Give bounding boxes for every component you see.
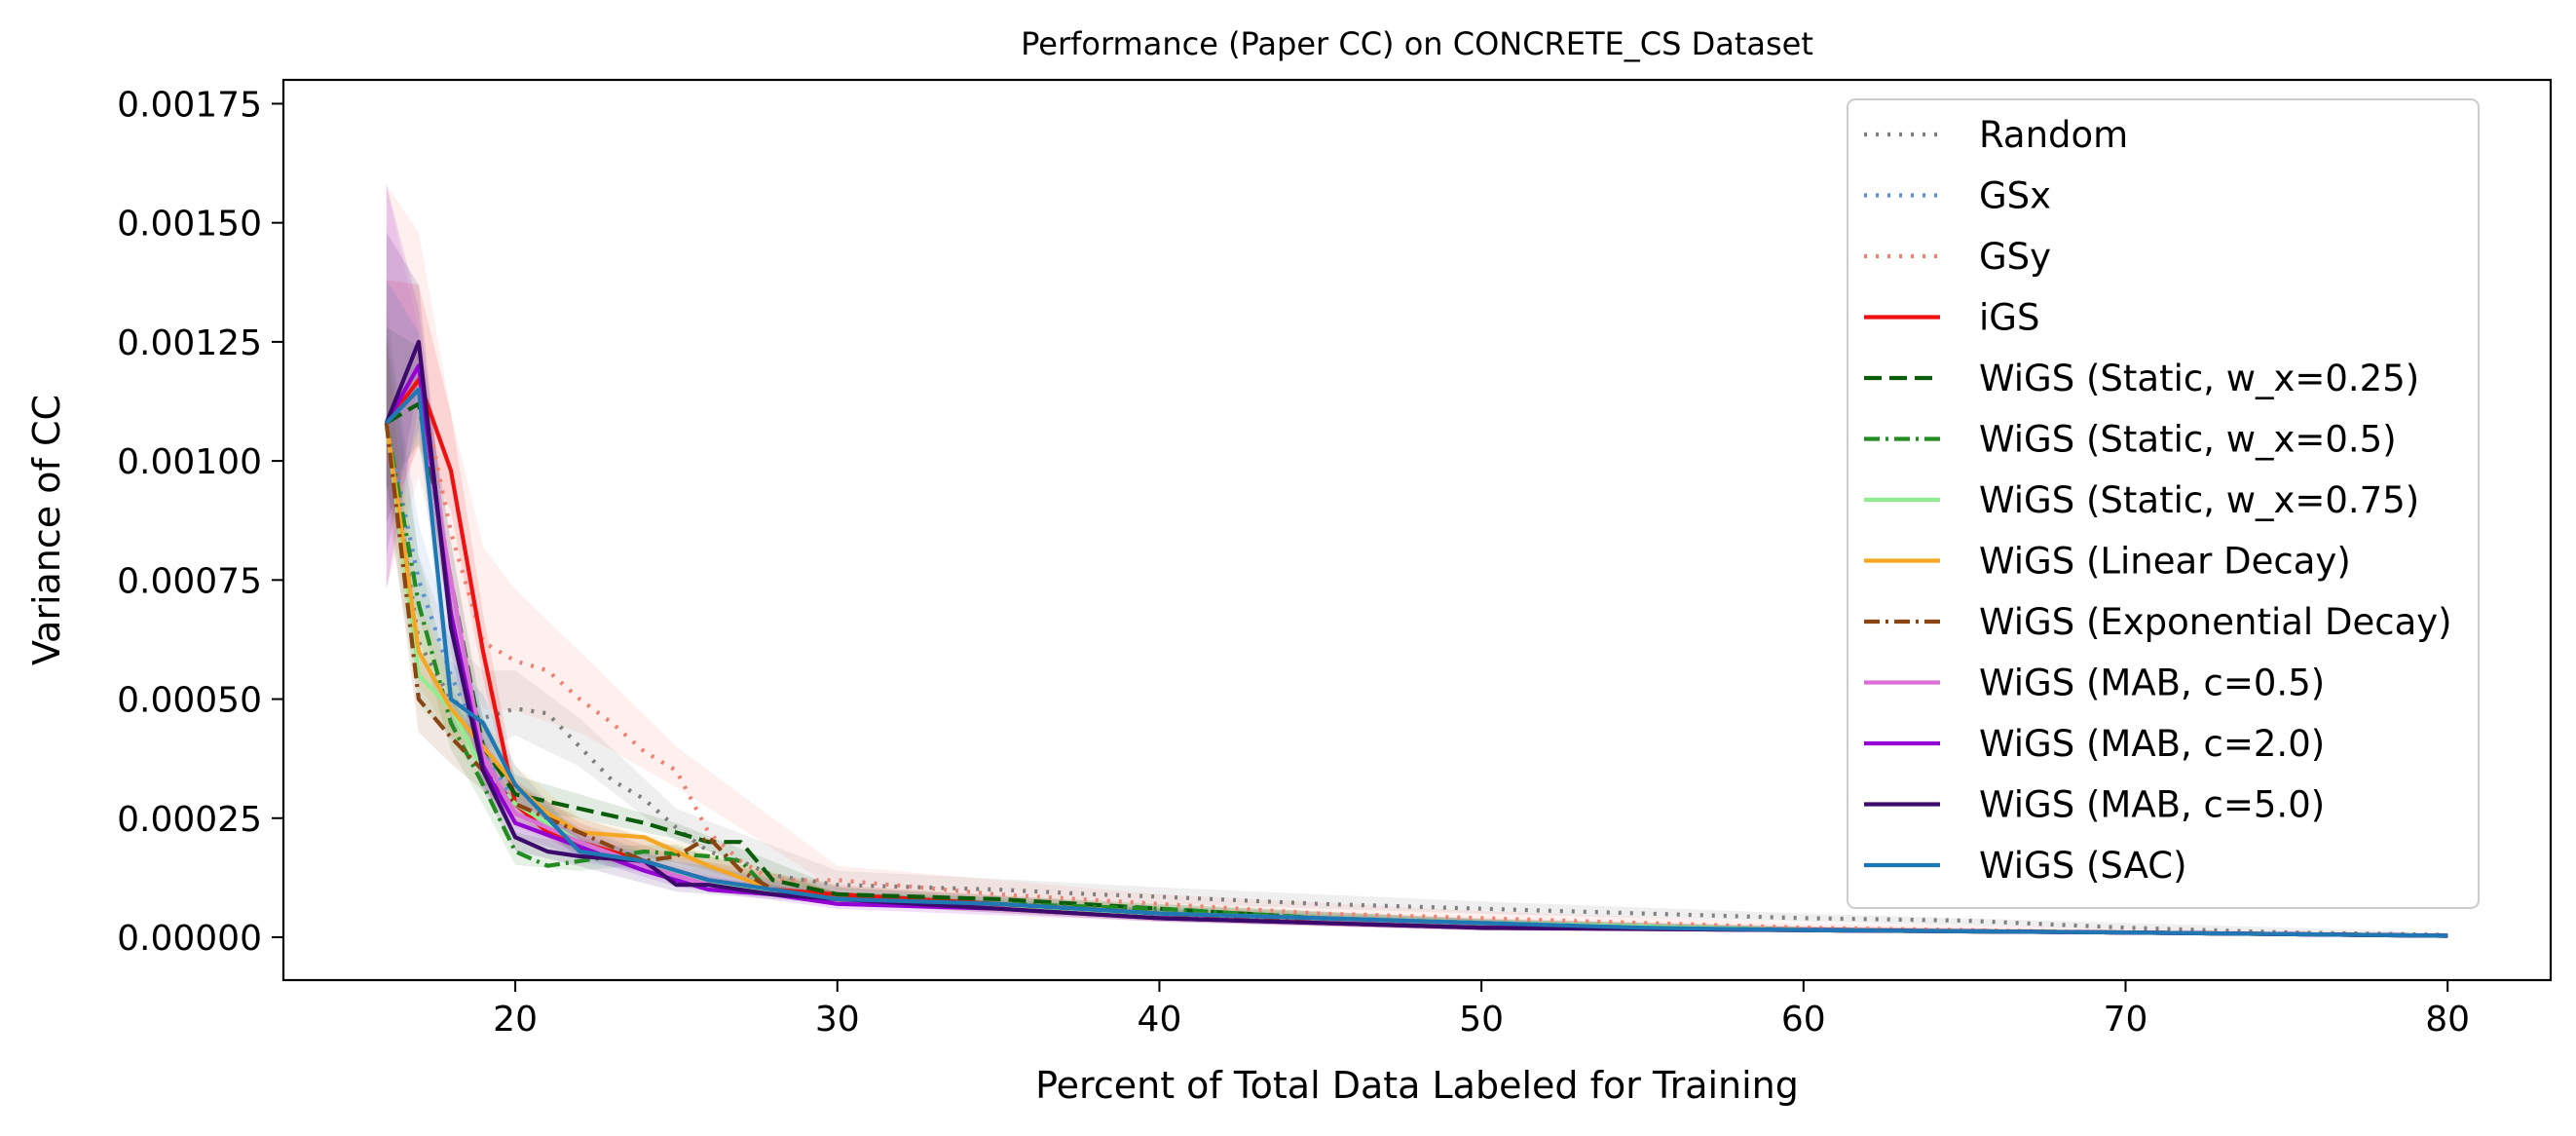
confidence-bands bbox=[386, 184, 2448, 938]
y-tick-label: 0.00075 bbox=[117, 561, 262, 601]
y-axis-label: Variance of CC bbox=[25, 395, 68, 665]
y-tick-label: 0.00100 bbox=[117, 442, 262, 482]
x-tick-label: 80 bbox=[2425, 1000, 2470, 1040]
legend-entry-label: WiGS (MAB, c=0.5) bbox=[1979, 663, 2325, 704]
x-axis-ticks: 20 30 40 50 60 70 80 bbox=[493, 980, 2470, 1040]
series-lines bbox=[384, 339, 2448, 938]
y-tick-label: 0.00000 bbox=[117, 919, 262, 959]
legend-entry-label: WiGS (Static, w_x=0.75) bbox=[1979, 479, 2419, 521]
y-tick-label: 0.00050 bbox=[117, 681, 262, 721]
x-tick-label: 70 bbox=[2104, 1000, 2148, 1040]
legend-entry-label: WiGS (Static, w_x=0.25) bbox=[1979, 358, 2419, 399]
chart-title: Performance (Paper CC) on CONCRETE_CS Da… bbox=[1021, 25, 1813, 62]
x-axis-label: Percent of Total Data Labeled for Traini… bbox=[1035, 1064, 1799, 1107]
y-axis-ticks: 0.00000 0.00025 0.00050 0.00075 0.00100 0.001… bbox=[117, 85, 283, 959]
x-tick-label: 30 bbox=[815, 1000, 860, 1040]
legend-entry-label: WiGS (SAC) bbox=[1979, 845, 2187, 887]
legend-entry-label: WiGS (Linear Decay) bbox=[1979, 541, 2351, 583]
legend-entry-label: iGS bbox=[1979, 297, 2039, 339]
y-tick-label: 0.00175 bbox=[117, 85, 262, 125]
plot-area-frame bbox=[281, 78, 2553, 982]
x-tick-label: 50 bbox=[1459, 1000, 1504, 1040]
series-line-wigs-static-w-x-0-5 bbox=[384, 422, 2448, 938]
x-tick-label: 20 bbox=[493, 1000, 538, 1040]
legend-entry-label: WiGS (MAB, c=5.0) bbox=[1979, 784, 2325, 826]
series-line-gsy bbox=[385, 373, 2448, 938]
x-tick-label: 60 bbox=[1781, 1000, 1826, 1040]
legend-entry-label: GSx bbox=[1979, 175, 2051, 217]
x-tick-label: 40 bbox=[1138, 1000, 1182, 1040]
legend-box bbox=[1847, 98, 2480, 909]
series-line-wigs-mab-c-5-0 bbox=[384, 339, 2448, 938]
legend-entry-label: Random bbox=[1979, 114, 2128, 156]
band-wigs-mab-c-5-0 bbox=[386, 232, 2448, 937]
series-line-wigs-sac bbox=[385, 387, 2448, 938]
y-tick-label: 0.00150 bbox=[117, 205, 262, 245]
legend-entry-label: GSy bbox=[1979, 236, 2051, 278]
legend-entry-label: WiGS (Exponential Decay) bbox=[1979, 601, 2452, 643]
legend-entry-label: WiGS (MAB, c=2.0) bbox=[1979, 723, 2325, 765]
y-tick-label: 0.00125 bbox=[117, 323, 262, 363]
y-tick-label: 0.00025 bbox=[117, 800, 262, 840]
legend: Random GSx GSy iGS WiGS (Static, w_x=0.25) Wi… bbox=[1847, 98, 2480, 909]
legend-entry-label: WiGS (Static, w_x=0.5) bbox=[1979, 419, 2397, 461]
